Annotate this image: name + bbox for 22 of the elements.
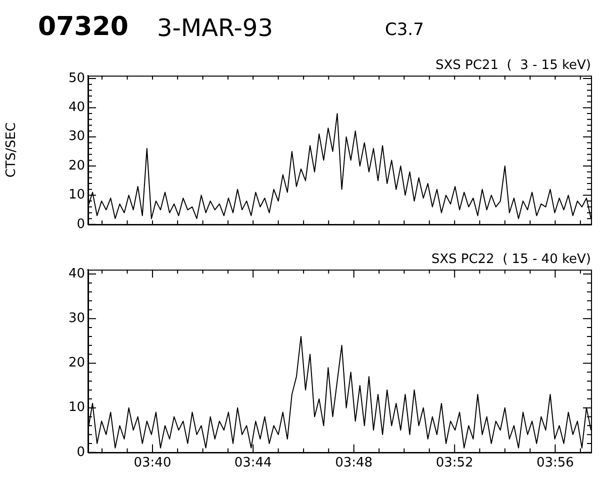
y-tick-label: 10	[68, 188, 85, 203]
chart-title: SXS PC22 ( 15 - 40 keV)	[431, 252, 591, 268]
y-tick-label: 50	[68, 70, 85, 86]
text: 3-MAR-93	[157, 14, 273, 42]
y-tick-label: 20	[68, 356, 85, 371]
chart-title: SXS PC21 ( 3 - 15 keV)	[435, 58, 591, 74]
x-tick-label: 03:48	[335, 456, 373, 471]
y-tick-label: 40	[68, 100, 85, 116]
y-tick-label: 30	[68, 311, 85, 326]
y-axis-title: CTS/SEC	[4, 122, 20, 178]
y-tick-label: 0	[76, 216, 85, 232]
text: 07320	[38, 12, 128, 42]
x-tick-label: 03:52	[436, 456, 474, 471]
y-tick-label: 0	[76, 444, 85, 460]
y-tick-label: 20	[68, 158, 85, 174]
y-tick-label: 30	[68, 129, 85, 144]
x-tick-label: 03:40	[134, 456, 172, 471]
x-tick-label: 03:56	[536, 456, 574, 471]
text: C3.7	[385, 20, 424, 40]
y-tick-label: 10	[68, 400, 85, 416]
y-tick-label: 40	[68, 266, 85, 282]
x-tick-label: 03:44	[234, 456, 272, 471]
